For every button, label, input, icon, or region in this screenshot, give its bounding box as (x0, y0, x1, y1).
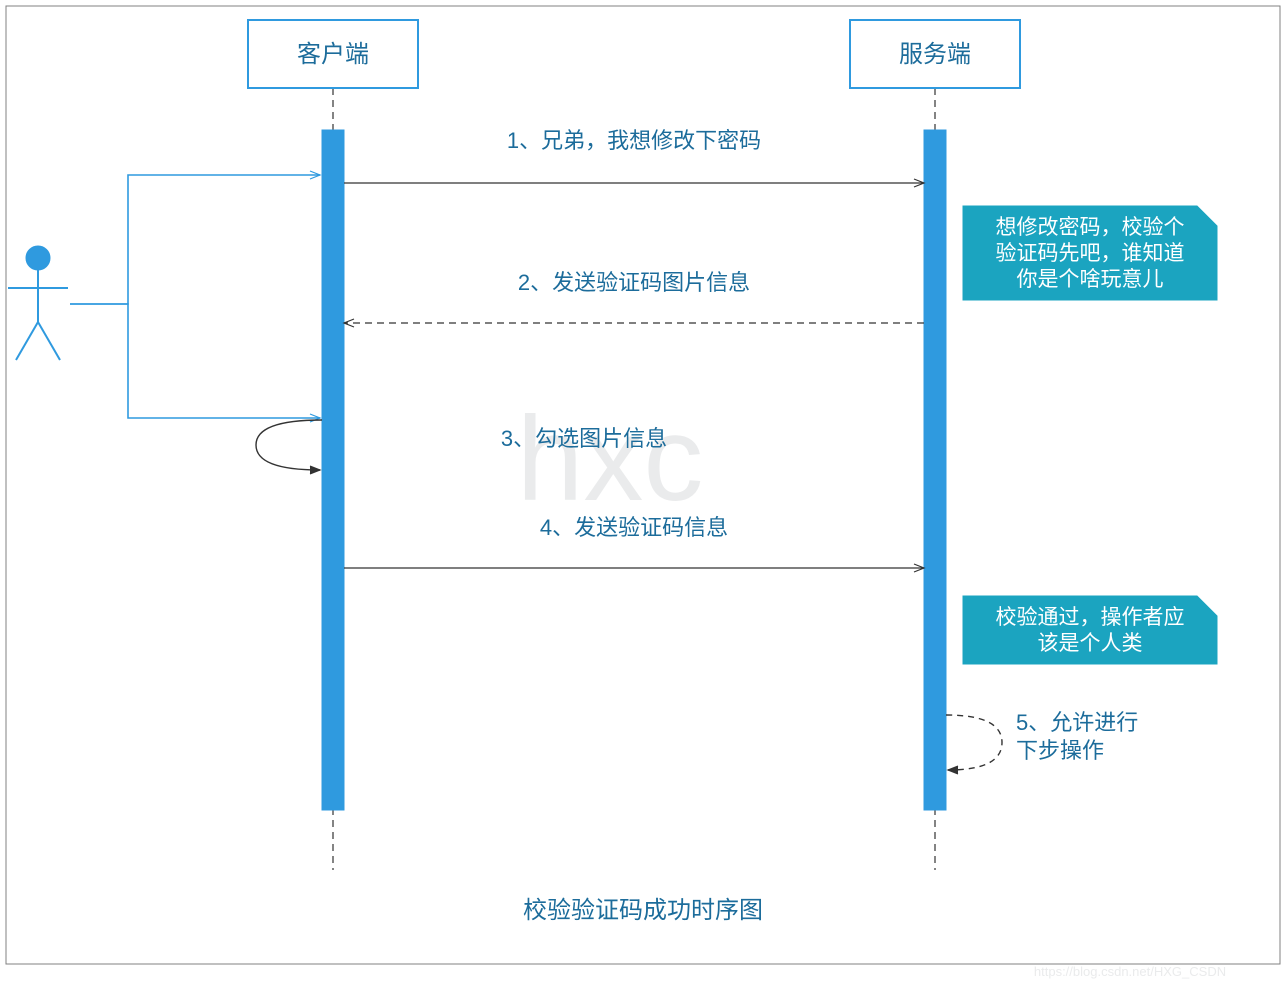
message-label-m5: 5、允许进行 (1016, 710, 1138, 735)
actor-icon (8, 246, 68, 360)
message-label-m5-2: 下步操作 (1016, 738, 1104, 763)
actor-to-client-1 (70, 175, 320, 304)
server-activation (924, 130, 946, 810)
message-label-m3: 3、勾选图片信息 (501, 426, 667, 451)
server-label: 服务端 (899, 41, 971, 68)
message-m5 (946, 715, 1002, 770)
note-n2-line-1: 该是个人类 (1038, 632, 1143, 655)
note-n1-line-0: 想修改密码，校验个 (996, 216, 1185, 239)
client-activation (322, 130, 344, 810)
message-m3 (256, 420, 322, 470)
message-label-m1: 1、兄弟，我想修改下密码 (507, 128, 761, 153)
message-label-m4: 4、发送验证码信息 (540, 515, 728, 540)
note-n1-line-1: 验证码先吧，谁知道 (996, 242, 1185, 265)
note-n1-line-2: 你是个啥玩意儿 (1017, 268, 1164, 291)
note-n2-line-0: 校验通过，操作者应 (996, 606, 1185, 629)
actor-to-client-2 (70, 304, 320, 418)
message-label-m2: 2、发送验证码图片信息 (518, 270, 750, 295)
watermark-center: hxc (517, 392, 704, 526)
diagram-title: 校验验证码成功时序图 (523, 897, 763, 924)
watermark-footer: https://blog.csdn.net/HXG_CSDN (1034, 964, 1226, 979)
client-label: 客户端 (297, 41, 369, 68)
